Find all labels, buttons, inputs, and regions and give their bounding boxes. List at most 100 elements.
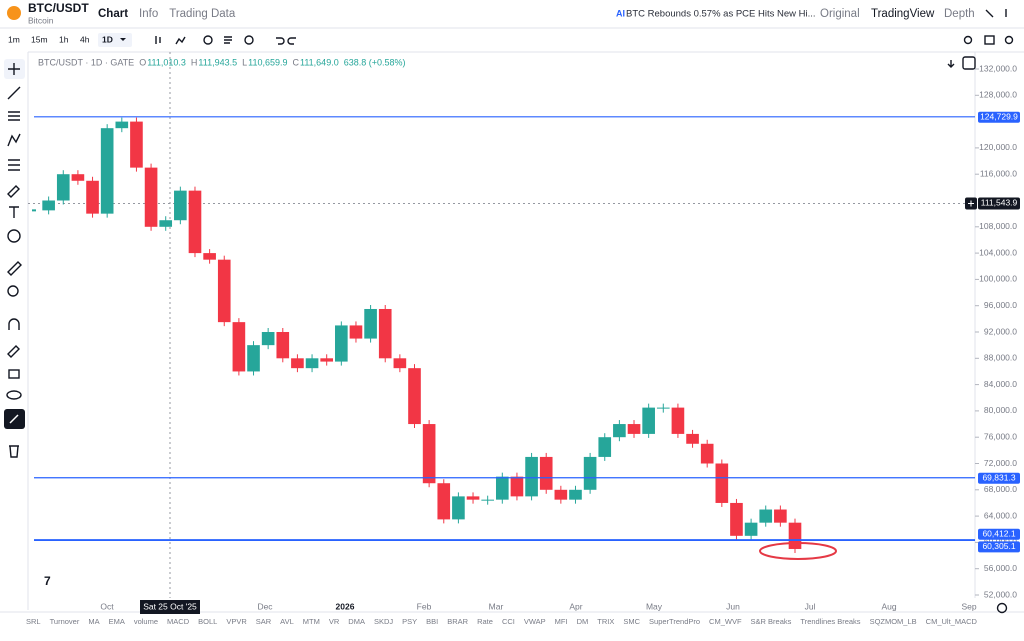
emoji-tool[interactable] bbox=[7, 229, 21, 243]
chart-style[interactable] bbox=[155, 36, 186, 45]
indicator[interactable]: TRIX bbox=[597, 617, 614, 626]
zoom-tool[interactable] bbox=[7, 285, 19, 297]
time-settings[interactable] bbox=[996, 602, 1008, 614]
forecast-tool[interactable] bbox=[8, 159, 20, 171]
indicator[interactable]: Trendlines Breaks bbox=[800, 617, 860, 626]
indicator[interactable]: VPVR bbox=[226, 617, 247, 626]
ruler-tool[interactable] bbox=[7, 261, 22, 276]
indicator[interactable]: BOLL bbox=[198, 617, 217, 626]
brush-tool[interactable] bbox=[7, 185, 20, 198]
indicator[interactable]: SQZMOM_LB bbox=[870, 617, 917, 626]
price-label-box bbox=[978, 541, 1020, 553]
chart-settings[interactable] bbox=[962, 56, 976, 70]
candle bbox=[510, 476, 524, 497]
indicator[interactable]: MA bbox=[88, 617, 99, 626]
indicator[interactable]: BRAR bbox=[447, 617, 468, 626]
y-tick-label: 52,000.0 bbox=[984, 589, 1017, 599]
search[interactable] bbox=[963, 35, 973, 45]
indicator[interactable]: SuperTrendPro bbox=[649, 617, 700, 626]
x-tick-label: Feb bbox=[417, 601, 432, 611]
tab[interactable]: Info bbox=[139, 8, 158, 20]
candle bbox=[188, 190, 202, 254]
legend-low-label: L bbox=[242, 57, 247, 67]
lock-draw-tool[interactable] bbox=[7, 345, 20, 358]
candle bbox=[144, 167, 158, 227]
indicator[interactable]: SAR bbox=[256, 617, 272, 626]
interval[interactable]: 1h bbox=[59, 34, 69, 44]
interval[interactable]: 4h bbox=[80, 34, 90, 44]
tv-logo: 7 bbox=[44, 574, 51, 588]
indicator[interactable]: DMA bbox=[348, 617, 365, 626]
indicator[interactable]: Rate bbox=[477, 617, 493, 626]
indicator[interactable]: BBI bbox=[426, 617, 438, 626]
indicator[interactable]: VWAP bbox=[524, 617, 546, 626]
news-ticker[interactable]: BTC Rebounds 0.57% as PCE Hits New Hi... bbox=[626, 9, 816, 20]
undo-redo[interactable] bbox=[276, 37, 296, 45]
interval[interactable]: 15m bbox=[31, 34, 48, 44]
interval[interactable]: 1D bbox=[102, 34, 113, 44]
y-tick-label: 104,000.0 bbox=[979, 247, 1017, 257]
candle bbox=[130, 121, 143, 168]
candle bbox=[364, 308, 377, 339]
view-tab[interactable]: Depth bbox=[944, 8, 975, 20]
indicator[interactable]: CM_Ult_MACD bbox=[926, 617, 978, 626]
view-tab[interactable]: Original bbox=[820, 8, 860, 20]
download[interactable] bbox=[947, 60, 955, 68]
indicator[interactable]: MFI bbox=[555, 617, 568, 626]
indicator[interactable]: PSY bbox=[402, 617, 417, 626]
camera[interactable] bbox=[984, 35, 995, 45]
candle bbox=[539, 456, 553, 490]
settings[interactable] bbox=[1004, 35, 1014, 45]
y-tick-label: 72,000.0 bbox=[984, 458, 1017, 468]
y-tick-label: 76,000.0 bbox=[984, 431, 1017, 441]
settings-btn[interactable] bbox=[244, 35, 254, 45]
interval[interactable]: 1m bbox=[8, 34, 20, 44]
y-tick-label: 96,000.0 bbox=[984, 300, 1017, 310]
indicator[interactable]: CCI bbox=[502, 617, 515, 626]
lock-tool[interactable] bbox=[8, 369, 20, 379]
price-label-box bbox=[978, 528, 1020, 540]
text-tool[interactable] bbox=[9, 206, 19, 218]
window-icons[interactable] bbox=[985, 9, 1007, 18]
left-toolbar bbox=[4, 59, 25, 458]
crosshair-tool[interactable] bbox=[8, 63, 20, 75]
legend-high: 111,943.5 bbox=[198, 57, 237, 67]
ai-badge: AI bbox=[616, 8, 625, 18]
candle bbox=[247, 345, 260, 372]
magnet-tool[interactable] bbox=[8, 318, 20, 330]
indicator[interactable]: Turnover bbox=[50, 617, 80, 626]
symbol[interactable]: BTC/USDT bbox=[28, 1, 89, 15]
candle bbox=[452, 496, 465, 520]
indicator[interactable]: S&R Breaks bbox=[751, 617, 792, 626]
indicator[interactable]: VR bbox=[329, 617, 340, 626]
indicator[interactable]: CM_WVF bbox=[709, 617, 742, 626]
refresh[interactable] bbox=[203, 35, 213, 45]
indicator[interactable]: SMC bbox=[623, 617, 640, 626]
candle bbox=[349, 325, 363, 339]
fib-tool[interactable] bbox=[8, 111, 20, 121]
candle bbox=[159, 220, 173, 227]
candle bbox=[42, 200, 55, 211]
view-tab[interactable]: TradingView bbox=[871, 8, 935, 20]
indicator[interactable]: SRL bbox=[26, 617, 41, 626]
indicator[interactable]: AVL bbox=[280, 617, 294, 626]
tab[interactable]: Chart bbox=[98, 8, 128, 20]
indicator[interactable]: volume bbox=[134, 617, 158, 626]
candle bbox=[481, 499, 494, 501]
pattern-tool[interactable] bbox=[7, 133, 21, 147]
indicators-btn[interactable] bbox=[224, 36, 232, 44]
indicator[interactable]: EMA bbox=[109, 617, 125, 626]
indicator[interactable]: MTM bbox=[303, 617, 320, 626]
indicator[interactable]: SKDJ bbox=[374, 617, 393, 626]
candle bbox=[583, 456, 597, 490]
link-icon bbox=[9, 414, 19, 424]
candle bbox=[393, 358, 407, 369]
visibility-tool[interactable] bbox=[6, 390, 22, 400]
indicator[interactable]: MACD bbox=[167, 617, 190, 626]
price-label: 124,729.9 bbox=[980, 112, 1018, 122]
trendline-tool[interactable] bbox=[7, 86, 21, 100]
indicator[interactable]: DM bbox=[577, 617, 589, 626]
candle bbox=[788, 522, 802, 549]
tab[interactable]: Trading Data bbox=[169, 8, 236, 20]
trash-tool[interactable] bbox=[9, 445, 19, 458]
